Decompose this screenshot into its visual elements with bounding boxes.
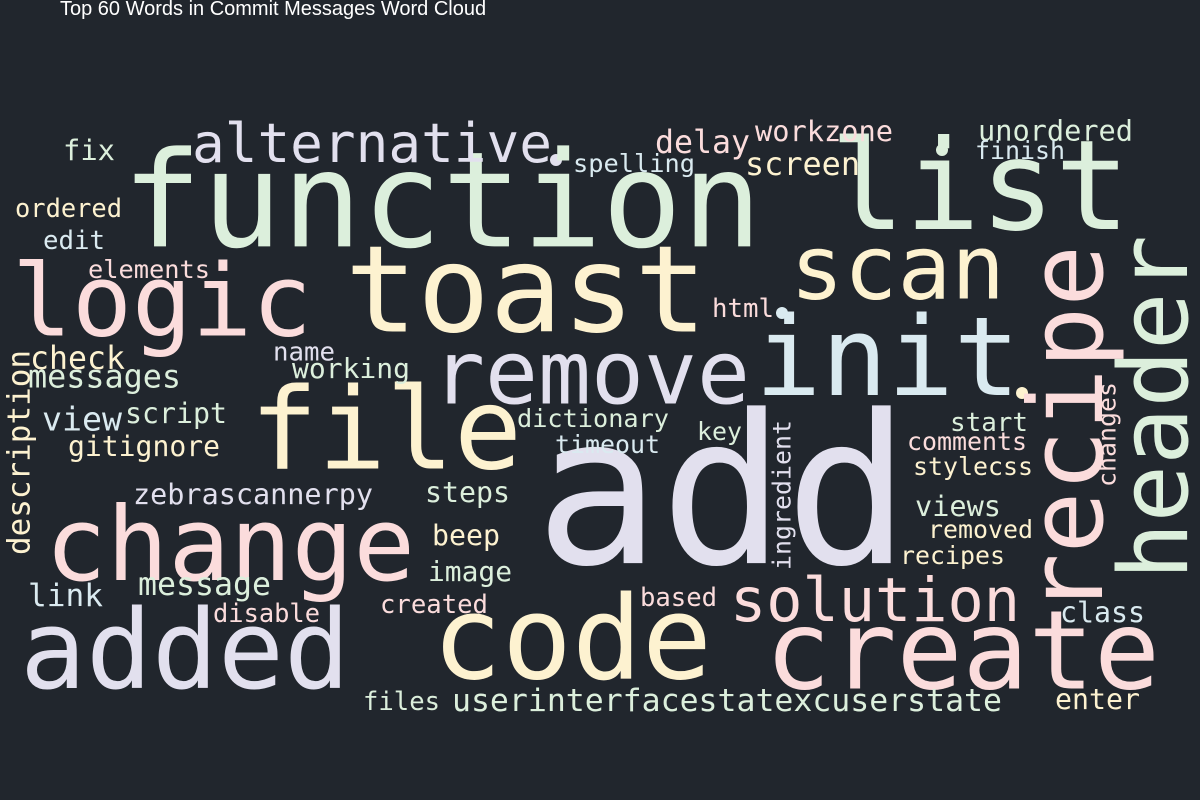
word-removed: removed — [928, 515, 1033, 544]
word-html: html — [712, 294, 774, 324]
word-link: link — [28, 578, 103, 614]
word-timeout: timeout — [555, 430, 660, 459]
word-based: based — [640, 583, 717, 613]
word-disable: disable — [213, 598, 320, 628]
word-alternative: alternative — [192, 112, 552, 175]
word-message: message — [138, 567, 271, 603]
word-added: added — [20, 586, 350, 714]
word-class: class — [1060, 596, 1145, 629]
word-elements: elements — [88, 255, 210, 284]
cloud-dot — [776, 307, 788, 319]
word-scan: scan — [790, 217, 1005, 321]
word-working: working — [292, 352, 410, 385]
word-spelling: spelling — [573, 149, 695, 178]
word-finish: finish — [975, 136, 1065, 165]
word-logic: logic — [12, 242, 312, 359]
word-zebrascannerpy: zebrascannerpy — [133, 478, 373, 511]
word-userinterfacestatexcuserstate: userinterfacestatexcuserstate — [452, 683, 1002, 719]
word-messages: messages — [28, 358, 181, 395]
word-recipes: recipes — [900, 541, 1005, 570]
cloud-dot — [1016, 387, 1028, 399]
word-key: key — [697, 417, 742, 446]
chart-title: Top 60 Words in Commit Messages Word Clo… — [60, 0, 487, 20]
word-files: files — [363, 687, 440, 717]
cloud-dot — [936, 144, 948, 156]
word-ingredient: ingredient — [768, 420, 797, 570]
word-fix: fix — [63, 133, 115, 167]
word-image: image — [428, 555, 512, 588]
word-gitignore: gitignore — [68, 430, 220, 463]
word-dictionary: dictionary — [517, 404, 669, 433]
word-changes: changes — [1093, 382, 1122, 487]
word-description: description — [2, 350, 38, 555]
word-steps: steps — [425, 476, 510, 509]
word-comments: comments — [907, 427, 1027, 456]
word-ordered: ordered — [15, 193, 122, 223]
word-header: header — [1098, 235, 1200, 580]
word-stylecss: stylecss — [913, 452, 1033, 481]
word-enter: enter — [1055, 683, 1140, 716]
word-check: check — [30, 341, 125, 377]
word-solution: solution — [730, 566, 1020, 636]
word-workzone: workzone — [755, 114, 893, 148]
word-create: create — [765, 587, 1160, 715]
word-edit: edit — [43, 226, 105, 256]
word-delay: delay — [655, 125, 750, 161]
word-created: created — [380, 590, 488, 620]
word-script: script — [125, 397, 227, 430]
word-file: file — [250, 364, 522, 496]
word-code: code — [432, 572, 712, 707]
word-toast: toast — [345, 221, 707, 361]
word-add: add — [535, 370, 910, 612]
word-start: start — [950, 408, 1028, 438]
word-recipe: recipe — [1008, 245, 1127, 615]
word-list: list — [830, 114, 1130, 259]
word-beep: beep — [432, 519, 500, 552]
word-init: init — [755, 293, 1020, 421]
word-function: function — [122, 124, 762, 278]
cloud-dot — [550, 154, 562, 166]
word-name: name — [273, 338, 335, 368]
word-change: change — [45, 486, 415, 605]
word-screen: screen — [745, 146, 860, 183]
word-view: view — [42, 400, 122, 439]
word-remove: remove — [432, 322, 750, 425]
word-unordered: unordered — [978, 113, 1133, 147]
word-views: views — [915, 489, 1001, 523]
